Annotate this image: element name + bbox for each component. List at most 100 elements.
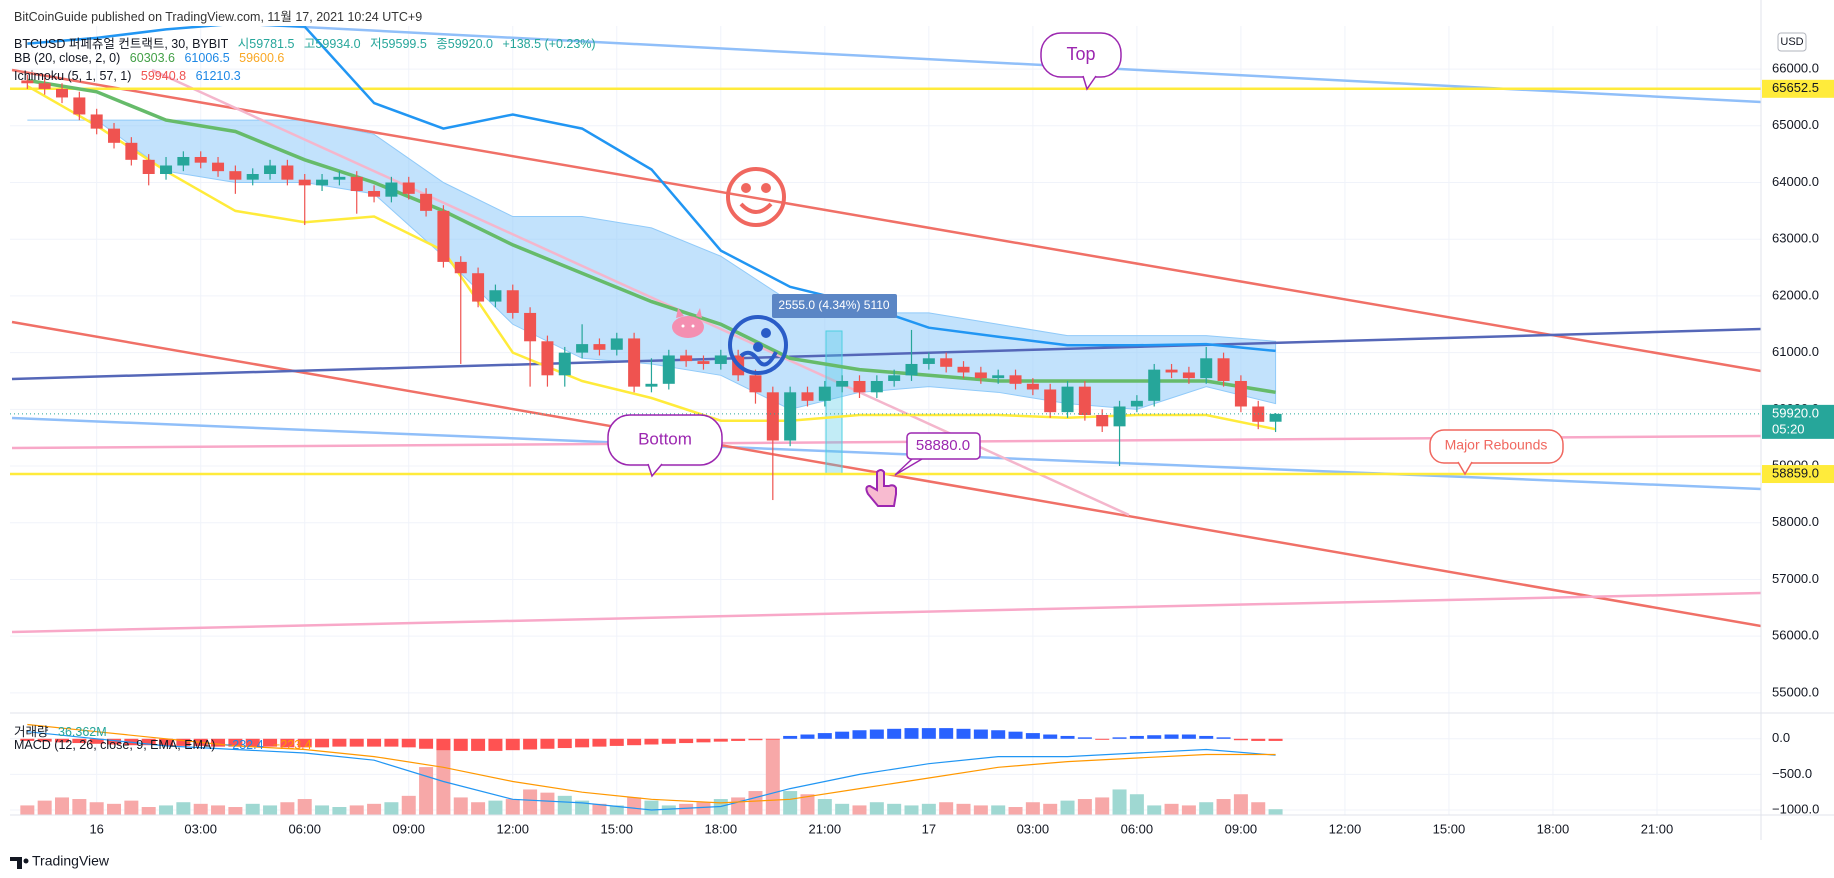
candle-body — [1200, 358, 1213, 379]
macd-hist — [471, 738, 486, 751]
candle-body — [402, 182, 415, 194]
y-tick-label: 64000.0 — [1772, 174, 1819, 189]
macd-hist — [367, 738, 382, 747]
volume-bar — [384, 802, 399, 815]
macd-line — [27, 731, 1276, 811]
candle-body — [472, 273, 485, 302]
watermark: TradingView — [10, 853, 110, 869]
volume-bar — [505, 799, 520, 815]
macd-hist — [280, 738, 295, 748]
candle-body — [749, 375, 762, 393]
x-tick-label: 03:00 — [184, 821, 217, 836]
volume-bar — [488, 800, 503, 815]
volume-bar — [817, 799, 832, 815]
macd-tick-label: −500.0 — [1772, 766, 1812, 781]
y-tick-label: 56000.0 — [1772, 628, 1819, 643]
volume-bar — [1043, 803, 1058, 815]
macd-hist — [817, 733, 832, 739]
candles — [10, 74, 1761, 501]
macd-legend: MACD (12, 26, close, 9, EMA, EMA) −232.4… — [14, 738, 318, 752]
macd-hist — [765, 738, 780, 740]
macd-hist — [297, 738, 312, 748]
macd-hist — [1216, 737, 1231, 739]
callout — [1040, 32, 1122, 78]
axes: USD 55000.056000.057000.058000.059000.06… — [10, 0, 1834, 840]
candle-body — [1269, 413, 1282, 422]
candle-body — [680, 355, 693, 362]
bb-value: 61006.5 — [184, 51, 230, 65]
volume-bar — [835, 803, 850, 815]
macd-hist — [713, 738, 728, 742]
candle-body — [1061, 386, 1074, 413]
candle-body — [974, 372, 987, 379]
ichimoku-legend: Ichimoku (5, 1, 57, 1) 59940.8 61210.3 — [14, 69, 247, 83]
macd-hist — [488, 738, 503, 751]
macd-hist — [1268, 738, 1283, 741]
volume-bar — [141, 807, 156, 815]
x-tick-label: 06:00 — [288, 821, 321, 836]
watermark-text: TradingView — [32, 853, 110, 869]
candle-body — [662, 355, 675, 384]
candle-body — [697, 361, 710, 364]
candle-body — [818, 386, 831, 401]
callout-text: Top — [1066, 44, 1095, 64]
candle-body — [229, 171, 242, 180]
volume-bar — [1216, 799, 1231, 815]
y-tick-label: 65000.0 — [1772, 117, 1819, 132]
volume-bar — [904, 805, 919, 815]
candle-body — [992, 375, 1005, 379]
y-tick-label: 62000.0 — [1772, 287, 1819, 302]
candle-body — [905, 363, 918, 376]
macd-hist — [731, 738, 746, 741]
macd-hist — [263, 738, 278, 747]
candle-body — [784, 392, 797, 441]
candle-body — [524, 312, 537, 342]
candle-body — [142, 159, 155, 175]
candle-body — [766, 392, 779, 441]
macd-hist — [661, 738, 676, 744]
price-label-bg — [1762, 465, 1834, 484]
macd-hist — [679, 738, 694, 744]
macd-hist — [1025, 733, 1040, 739]
macd-hist — [1164, 734, 1179, 739]
candle-body — [593, 344, 606, 350]
macd-value: −223.4 — [273, 738, 312, 752]
macd-hist — [1095, 738, 1110, 740]
bb-label: BB (20, close, 2, 0) — [14, 51, 121, 65]
volume-bar — [1251, 802, 1266, 815]
macd-hist — [644, 738, 659, 745]
candle-body — [558, 352, 571, 376]
candle-body — [1182, 372, 1195, 379]
candle-body — [1148, 369, 1161, 401]
drawings — [10, 26, 1761, 634]
candle-body — [1113, 406, 1126, 427]
volume-bar — [731, 797, 746, 815]
candle-body — [437, 210, 450, 262]
volume-bar — [1112, 789, 1127, 815]
macd-hist — [557, 738, 572, 749]
callout-tail — [1082, 75, 1097, 91]
candle-body — [454, 261, 467, 274]
volume-bar — [419, 767, 434, 815]
volume-legend: 거래량 36.362M — [14, 721, 113, 740]
volume-bar — [107, 803, 122, 815]
volume-bar — [1008, 807, 1023, 815]
macd-hist — [141, 738, 156, 746]
volume-bar — [89, 802, 104, 815]
volume-bar — [1077, 799, 1092, 815]
trend-line — [11, 591, 1761, 634]
candle-body — [368, 191, 381, 197]
candle-body — [940, 358, 953, 367]
volume-bar — [1233, 794, 1248, 815]
volume-bar — [921, 803, 936, 815]
signal-line — [27, 723, 1276, 804]
macd-hist — [211, 738, 226, 747]
macd-hist — [800, 734, 815, 739]
macd-hist — [228, 738, 243, 747]
x-tick-label: 21:00 — [809, 821, 842, 836]
y-tick-label: 58000.0 — [1772, 514, 1819, 529]
change: +138.5 (+0.23%) — [502, 37, 596, 51]
candle-body — [888, 375, 901, 381]
